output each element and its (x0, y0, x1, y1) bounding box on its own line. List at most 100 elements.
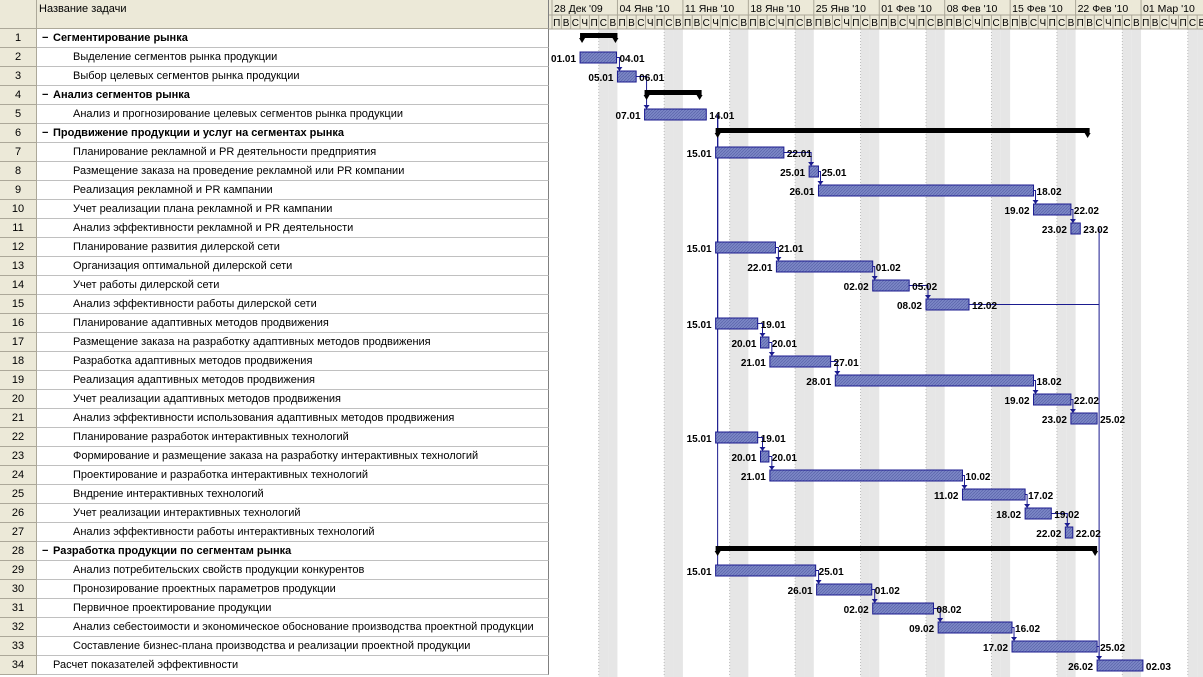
task-name-cell[interactable]: Размещение заказа на проведение рекламно… (37, 162, 549, 181)
task-name-cell[interactable]: − Сегментирование рынка (37, 29, 549, 48)
row-number[interactable]: 7 (0, 143, 37, 162)
row-number[interactable]: 31 (0, 599, 37, 618)
task-name-cell[interactable]: Размещение заказа на разработку адаптивн… (37, 333, 549, 352)
row-number[interactable]: 3 (0, 67, 37, 86)
task-row[interactable]: 30 Пронозирование проектных параметров пр… (0, 580, 549, 599)
task-name-cell[interactable]: Расчет показателей эффективности (37, 656, 549, 675)
task-row[interactable]: 19 Реализация адаптивных методов продвиже… (0, 371, 549, 390)
task-name-cell[interactable]: Реализация адаптивных методов продвижени… (37, 371, 549, 390)
collapse-toggle-icon[interactable]: − (42, 89, 49, 101)
task-name-cell[interactable]: Выделение сегментов рынка продукции (37, 48, 549, 67)
task-name-cell[interactable]: Анализ потребительских свойств продукции… (37, 561, 549, 580)
task-row[interactable]: 15 Анализ эффективности работы дилерской … (0, 295, 549, 314)
row-number[interactable]: 21 (0, 409, 37, 428)
row-number[interactable]: 15 (0, 295, 37, 314)
task-row[interactable]: 28− Разработка продукции по сегментам рын… (0, 542, 549, 561)
task-row[interactable]: 27 Анализ эффективности работы интерактив… (0, 523, 549, 542)
task-name-cell[interactable]: Формирование и размещение заказа на разр… (37, 447, 549, 466)
row-number[interactable]: 6 (0, 124, 37, 143)
task-name-cell[interactable]: Анализ эффективности работы дилерской се… (37, 295, 549, 314)
collapse-toggle-icon[interactable]: − (42, 32, 49, 44)
task-row[interactable]: 13 Организация оптимальной дилерской сети (0, 257, 549, 276)
task-name-cell[interactable]: Учет реализации интерактивных технологий (37, 504, 549, 523)
task-name-cell[interactable]: Разработка адаптивных методов продвижени… (37, 352, 549, 371)
row-number[interactable]: 27 (0, 523, 37, 542)
row-number[interactable]: 19 (0, 371, 37, 390)
row-number[interactable]: 2 (0, 48, 37, 67)
task-row[interactable]: 22 Планирование разработок интерактивных … (0, 428, 549, 447)
row-number[interactable]: 12 (0, 238, 37, 257)
task-name-cell[interactable]: Анализ и прогнозирование целевых сегмент… (37, 105, 549, 124)
row-number[interactable]: 32 (0, 618, 37, 637)
task-name-cell[interactable]: Пронозирование проектных параметров прод… (37, 580, 549, 599)
task-row[interactable]: 18 Разработка адаптивных методов продвиже… (0, 352, 549, 371)
row-number[interactable]: 13 (0, 257, 37, 276)
row-number[interactable]: 5 (0, 105, 37, 124)
row-number[interactable]: 17 (0, 333, 37, 352)
row-number[interactable]: 1 (0, 29, 37, 48)
task-name-cell[interactable]: Анализ эффективности использования адапт… (37, 409, 549, 428)
task-name-cell[interactable]: − Продвижение продукции и услуг на сегмен… (37, 124, 549, 143)
row-number[interactable]: 10 (0, 200, 37, 219)
task-row[interactable]: 12 Планирование развития дилерской сети (0, 238, 549, 257)
collapse-toggle-icon[interactable]: − (42, 127, 49, 139)
task-row[interactable]: 34 Расчет показателей эффективности (0, 656, 549, 675)
task-row[interactable]: 3 Выбор целевых сегментов рынка продукции (0, 67, 549, 86)
task-name-cell[interactable]: − Разработка продукции по сегментам рынка (37, 542, 549, 561)
task-row[interactable]: 6− Продвижение продукции и услуг на сегме… (0, 124, 549, 143)
row-number[interactable]: 8 (0, 162, 37, 181)
task-row[interactable]: 29 Анализ потребительских свойств продукц… (0, 561, 549, 580)
row-number[interactable]: 34 (0, 656, 37, 675)
task-row[interactable]: 16 Планирование адаптивных методов продви… (0, 314, 549, 333)
task-row[interactable]: 21 Анализ эффективности использования ада… (0, 409, 549, 428)
collapse-toggle-icon[interactable]: − (42, 545, 49, 557)
task-row[interactable]: 5 Анализ и прогнозирование целевых сегмен… (0, 105, 549, 124)
row-number[interactable]: 4 (0, 86, 37, 105)
task-name-column-header[interactable]: Название задачи (37, 0, 549, 29)
task-name-cell[interactable]: Организация оптимальной дилерской сети (37, 257, 549, 276)
task-name-cell[interactable]: Выбор целевых сегментов рынка продукции (37, 67, 549, 86)
task-row[interactable]: 8 Размещение заказа на проведение рекламн… (0, 162, 549, 181)
task-name-cell[interactable]: Анализ эффективности работы интерактивны… (37, 523, 549, 542)
row-number[interactable]: 22 (0, 428, 37, 447)
task-row[interactable]: 14 Учет работы дилерской сети (0, 276, 549, 295)
task-row[interactable]: 17 Размещение заказа на разработку адапти… (0, 333, 549, 352)
task-row[interactable]: 10 Учет реализации плана рекламной и PR к… (0, 200, 549, 219)
row-number[interactable]: 26 (0, 504, 37, 523)
row-number[interactable]: 24 (0, 466, 37, 485)
row-number[interactable]: 9 (0, 181, 37, 200)
task-name-cell[interactable]: Планирование рекламной и PR деятельности… (37, 143, 549, 162)
row-number[interactable]: 18 (0, 352, 37, 371)
task-name-cell[interactable]: Планирование разработок интерактивных те… (37, 428, 549, 447)
task-row[interactable]: 2 Выделение сегментов рынка продукции (0, 48, 549, 67)
task-row[interactable]: 9 Реализация рекламной и PR кампании (0, 181, 549, 200)
task-name-cell[interactable]: Планирование адаптивных методов продвиже… (37, 314, 549, 333)
task-name-cell[interactable]: − Анализ сегментов рынка (37, 86, 549, 105)
task-name-cell[interactable]: Реализация рекламной и PR кампании (37, 181, 549, 200)
task-row[interactable]: 25 Вндрение интерактивных технологий (0, 485, 549, 504)
row-number[interactable]: 30 (0, 580, 37, 599)
row-number[interactable]: 14 (0, 276, 37, 295)
row-number[interactable]: 33 (0, 637, 37, 656)
task-row[interactable]: 23 Формирование и размещение заказа на ра… (0, 447, 549, 466)
task-name-cell[interactable]: Анализ эффективности рекламной и PR деят… (37, 219, 549, 238)
row-number[interactable]: 16 (0, 314, 37, 333)
task-name-cell[interactable]: Проектирование и разработка интерактивны… (37, 466, 549, 485)
task-row[interactable]: 20 Учет реализации адаптивных методов про… (0, 390, 549, 409)
row-number[interactable]: 29 (0, 561, 37, 580)
task-name-cell[interactable]: Первичное проектирование продукции (37, 599, 549, 618)
task-row[interactable]: 4− Анализ сегментов рынка (0, 86, 549, 105)
task-row[interactable]: 11 Анализ эффективности рекламной и PR де… (0, 219, 549, 238)
task-row[interactable]: 33 Составление бизнес-плана производства … (0, 637, 549, 656)
task-name-cell[interactable]: Планирование развития дилерской сети (37, 238, 549, 257)
task-name-cell[interactable]: Анализ себестоимости и экономическое обо… (37, 618, 549, 637)
row-number[interactable]: 28 (0, 542, 37, 561)
task-name-cell[interactable]: Учет работы дилерской сети (37, 276, 549, 295)
row-number[interactable]: 25 (0, 485, 37, 504)
row-number[interactable]: 11 (0, 219, 37, 238)
task-row[interactable]: 1− Сегментирование рынка (0, 29, 549, 48)
task-name-cell[interactable]: Вндрение интерактивных технологий (37, 485, 549, 504)
task-name-cell[interactable]: Учет реализации адаптивных методов продв… (37, 390, 549, 409)
task-row[interactable]: 7 Планирование рекламной и PR деятельност… (0, 143, 549, 162)
task-name-cell[interactable]: Учет реализации плана рекламной и PR кам… (37, 200, 549, 219)
